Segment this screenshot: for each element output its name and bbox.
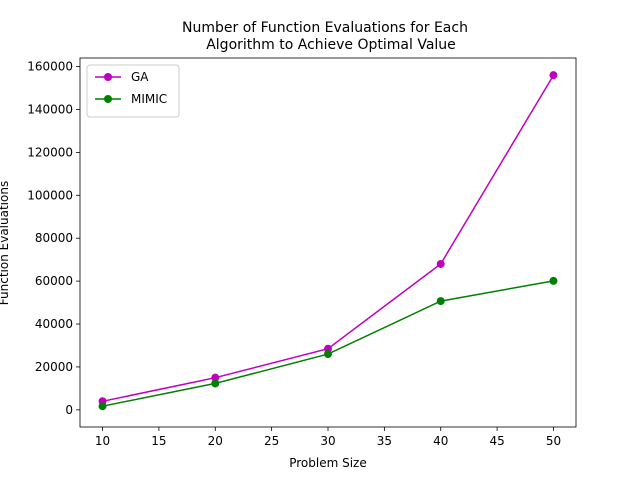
- y-tick-label: 140000: [27, 102, 73, 116]
- y-tick-label: 120000: [27, 145, 73, 159]
- x-axis-label: Problem Size: [289, 456, 367, 470]
- y-tick-label: 80000: [35, 231, 73, 245]
- x-tick-label: 15: [151, 434, 166, 448]
- x-tick-label: 25: [264, 434, 279, 448]
- plot-frame: [79, 57, 577, 428]
- series-layer: [98, 71, 558, 411]
- x-tick-label: 20: [208, 434, 223, 448]
- legend: GA MIMIC: [86, 64, 180, 118]
- chart-title-line-1: Number of Function Evaluations for Each: [182, 20, 468, 36]
- data-point-ga: [436, 259, 445, 268]
- data-point-mimic: [436, 297, 445, 306]
- axis-ticks: 10 15 20 25 30 35 40 45 50 0 20000 40000 60000 80000 1…: [27, 60, 561, 448]
- chart-title-line-2: Algorithm to Achieve Optimal Value: [206, 37, 456, 53]
- x-tick-label: 30: [320, 434, 335, 448]
- data-point-mimic: [324, 350, 332, 359]
- plot-background: [80, 58, 576, 427]
- data-point-ga: [211, 373, 220, 382]
- x-tick-label: 35: [377, 434, 392, 448]
- x-tick-label: 40: [433, 434, 448, 448]
- data-point-mimic: [98, 402, 107, 411]
- x-tick-label: 50: [546, 434, 561, 448]
- legend-marker-mimic: [104, 95, 112, 103]
- y-axis-label: Function Evaluations: [0, 181, 11, 305]
- legend-label-ga: GA: [131, 70, 149, 84]
- x-tick-label: 45: [489, 434, 504, 448]
- y-tick-label: 0: [65, 403, 73, 417]
- y-tick-label: 20000: [35, 360, 73, 374]
- x-tick-label: 10: [95, 434, 110, 448]
- data-point-ga: [549, 71, 558, 80]
- data-point-mimic: [211, 379, 220, 388]
- legend-label-mimic: MIMIC: [131, 92, 167, 106]
- y-tick-label: 100000: [27, 188, 73, 202]
- y-tick-label: 60000: [35, 274, 73, 288]
- plot-area: [80, 58, 576, 427]
- y-tick-label: 160000: [27, 60, 73, 74]
- plot-border: [79, 57, 577, 428]
- data-point-mimic: [549, 276, 558, 285]
- y-tick-label: 40000: [35, 317, 73, 331]
- legend-marker-ga: [104, 73, 112, 81]
